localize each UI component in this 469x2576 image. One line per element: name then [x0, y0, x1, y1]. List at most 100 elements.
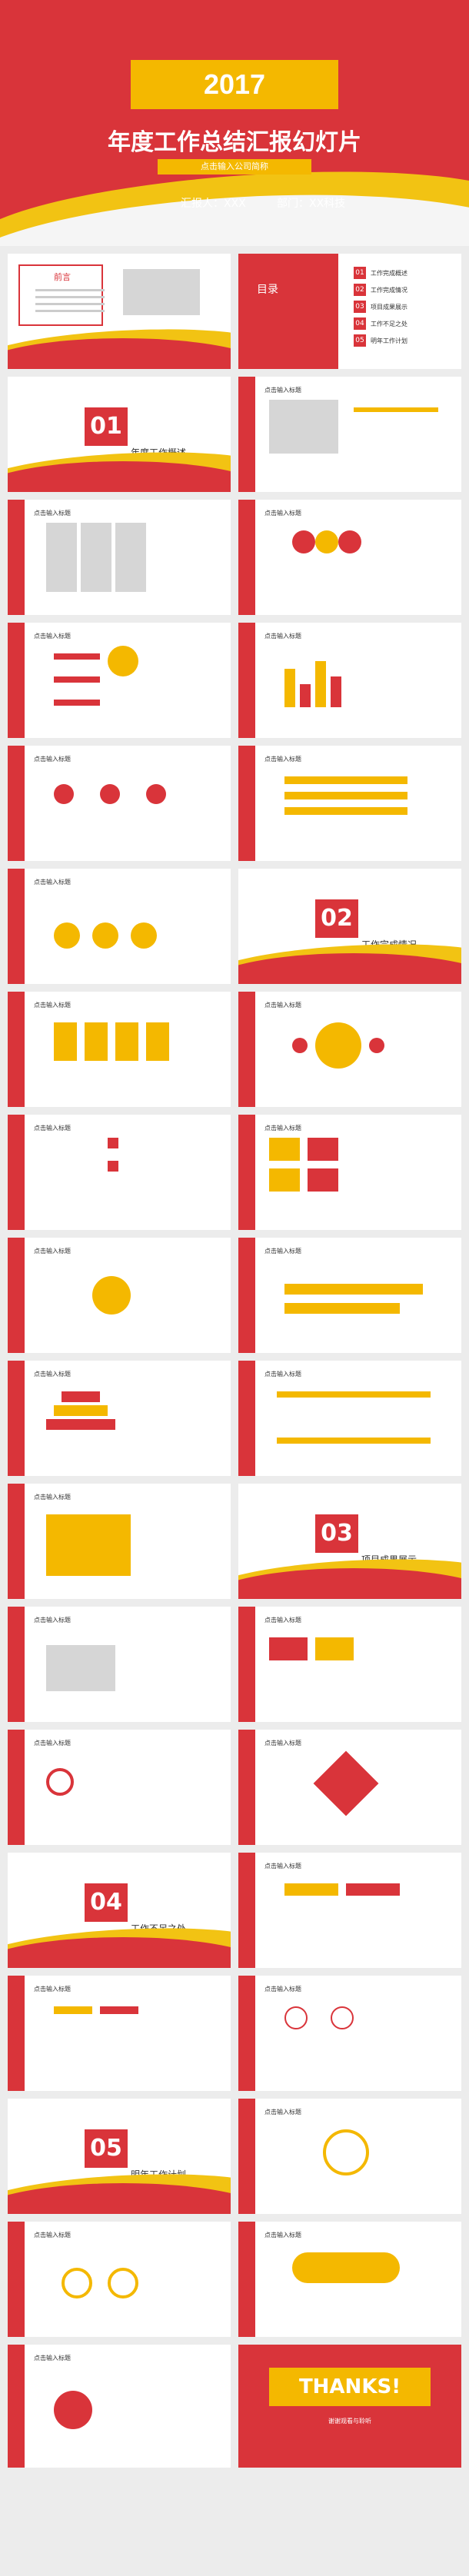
- content-sidebar: [238, 1976, 255, 2091]
- slide-toc[interactable]: 目录 01 工作完成概述 02 工作完成情况 03 项目成果展示 04 工作不足之处 0…: [238, 254, 461, 369]
- bar-mark: [315, 661, 326, 707]
- bar-mark: [284, 669, 295, 707]
- preface-wave-red: [8, 338, 231, 369]
- slide-heading: 点击输入标题: [34, 1371, 71, 1378]
- slide-content-frame[interactable]: 点击输入标题: [238, 1361, 461, 1476]
- column-block: [146, 1022, 169, 1061]
- content-sidebar: [8, 2222, 25, 2337]
- toc-row-4[interactable]: 04 工作不足之处: [354, 315, 407, 332]
- cover-subtitle: 点击输入公司简称: [158, 159, 311, 175]
- toc-list: 01 工作完成概述 02 工作完成情况 03 项目成果展示 04 工作不足之处 05 明年…: [354, 264, 407, 349]
- slide-content-grid[interactable]: 点击输入标题: [238, 1115, 461, 1230]
- toc-row-2[interactable]: 02 工作完成情况: [354, 281, 407, 298]
- slide-content-cards[interactable]: 点击输入标题: [238, 1607, 461, 1722]
- curve-arrow-2: [54, 676, 100, 683]
- frame-bar: [277, 1391, 431, 1398]
- content-sidebar: [8, 992, 25, 1107]
- section-4-number: 04: [85, 1883, 128, 1922]
- slide-content-wheel[interactable]: 点击输入标题: [238, 2099, 461, 2214]
- photo-1: [46, 523, 77, 592]
- slide-content-rounded[interactable]: 点击输入标题: [238, 2222, 461, 2337]
- slide-content-laptop[interactable]: 点击输入标题: [238, 377, 461, 492]
- ring-mark: [46, 1768, 74, 1796]
- section-3-number: 03: [315, 1514, 358, 1553]
- slide-content-bars[interactable]: 点击输入标题: [238, 623, 461, 738]
- flow-box: [346, 1883, 400, 1896]
- section-2-number: 02: [315, 899, 358, 938]
- photo-2: [81, 523, 111, 592]
- grid-tile: [269, 1138, 300, 1161]
- cover-year-badge: 2017: [131, 60, 338, 109]
- preface-frame: 前言: [18, 264, 105, 326]
- toc-row-1[interactable]: 01 工作完成概述: [354, 264, 407, 281]
- list-bar: [284, 776, 407, 784]
- slide-content-rings[interactable]: 点击输入标题: [8, 1730, 231, 1845]
- slide-content-circles[interactable]: 点击输入标题: [238, 1976, 461, 2091]
- slide-section-5[interactable]: 05 明年工作计划: [8, 2099, 231, 2214]
- cover-slide[interactable]: 2017 年度工作总结汇报幻灯片 点击输入公司简称 汇报人：XXX 部门：XX科…: [0, 0, 469, 246]
- slide-section-2[interactable]: 02 工作完成情况: [238, 869, 461, 984]
- slide-content-arrows[interactable]: 点击输入标题: [8, 623, 231, 738]
- slide-thanks[interactable]: THANKS! 谢谢观看与聆听: [238, 2345, 461, 2468]
- section-5-wave-red: [8, 2183, 231, 2214]
- tab-bar: [54, 2006, 92, 2014]
- toc-row-5[interactable]: 05 明年工作计划: [354, 332, 407, 349]
- slide-content-globe[interactable]: 点击输入标题: [8, 2345, 231, 2468]
- ring-mark: [284, 2006, 308, 2029]
- flow-box: [284, 1883, 338, 1896]
- slide-content-cycle[interactable]: 点击输入标题: [238, 992, 461, 1107]
- slide-content-flow[interactable]: 点击输入标题: [238, 1853, 461, 1968]
- slide-section-4[interactable]: 04 工作不足之处: [8, 1853, 231, 1968]
- cover-department: 部门：XX科技: [277, 198, 346, 210]
- slide-content-columns[interactable]: 点击输入标题: [8, 992, 231, 1107]
- slide-content-timeline[interactable]: 点击输入标题: [8, 869, 231, 984]
- content-circle: [131, 922, 157, 949]
- slide-content-gears[interactable]: 点击输入标题: [238, 500, 461, 615]
- content-sidebar: [238, 1730, 255, 1845]
- content-sidebar: [8, 869, 25, 984]
- slide-content-path[interactable]: 点击输入标题: [8, 2222, 231, 2337]
- toc-title: 目录: [249, 278, 286, 300]
- laptop-image: [269, 400, 338, 454]
- content-sidebar: [238, 1853, 255, 1968]
- content-circle: [315, 1022, 361, 1069]
- content-circle: [92, 1276, 131, 1315]
- bar-mark: [300, 684, 311, 707]
- slide-heading: 点击输入标题: [34, 1002, 71, 1009]
- toc-row-3[interactable]: 03 项目成果展示: [354, 298, 407, 315]
- slide-content-cross[interactable]: 点击输入标题: [238, 1730, 461, 1845]
- slide-content-gallery[interactable]: 点击输入标题: [8, 1607, 231, 1722]
- list-bar: [284, 792, 407, 799]
- slide-heading: 点击输入标题: [264, 1740, 301, 1747]
- content-sidebar: [8, 1730, 25, 1845]
- curve-arrow-3: [54, 700, 100, 706]
- gear-icon: [315, 530, 338, 553]
- thanks-background: [238, 2345, 461, 2468]
- slide-content-tabs[interactable]: 点击输入标题: [8, 1976, 231, 2091]
- section-1-wave-red: [8, 461, 231, 492]
- content-sidebar: [238, 1238, 255, 1353]
- slide-section-1[interactable]: 01 年度工作概述: [8, 377, 231, 492]
- slide-content-progress[interactable]: 点击输入标题: [238, 1238, 461, 1353]
- tab-bar: [100, 2006, 138, 2014]
- step-badge: [108, 1138, 118, 1148]
- content-circle: [292, 1038, 308, 1053]
- slide-content-map[interactable]: 点击输入标题: [8, 1484, 231, 1599]
- slide-heading: 点击输入标题: [34, 2232, 71, 2239]
- slide-heading: 点击输入标题: [264, 510, 301, 517]
- slide-heading: 点击输入标题: [264, 1863, 301, 1870]
- slide-preface[interactable]: 前言: [8, 254, 231, 369]
- slide-heading: 点击输入标题: [264, 756, 301, 763]
- slide-content-pyramid[interactable]: 点击输入标题: [8, 1361, 231, 1476]
- slide-content-icons[interactable]: 点击输入标题: [8, 746, 231, 861]
- list-bar: [284, 807, 407, 815]
- cover-reporter: 汇报人：XXX: [181, 198, 246, 210]
- slide-content-photos[interactable]: 点击输入标题: [8, 500, 231, 615]
- section-1-number: 01: [85, 407, 128, 446]
- content-circle: [54, 784, 74, 804]
- content-sidebar: [8, 1607, 25, 1722]
- slide-content-steps[interactable]: 点击输入标题: [8, 1115, 231, 1230]
- slide-content-list[interactable]: 点击输入标题: [238, 746, 461, 861]
- slide-content-pie[interactable]: 点击输入标题: [8, 1238, 231, 1353]
- slide-section-3[interactable]: 03 项目成果展示: [238, 1484, 461, 1599]
